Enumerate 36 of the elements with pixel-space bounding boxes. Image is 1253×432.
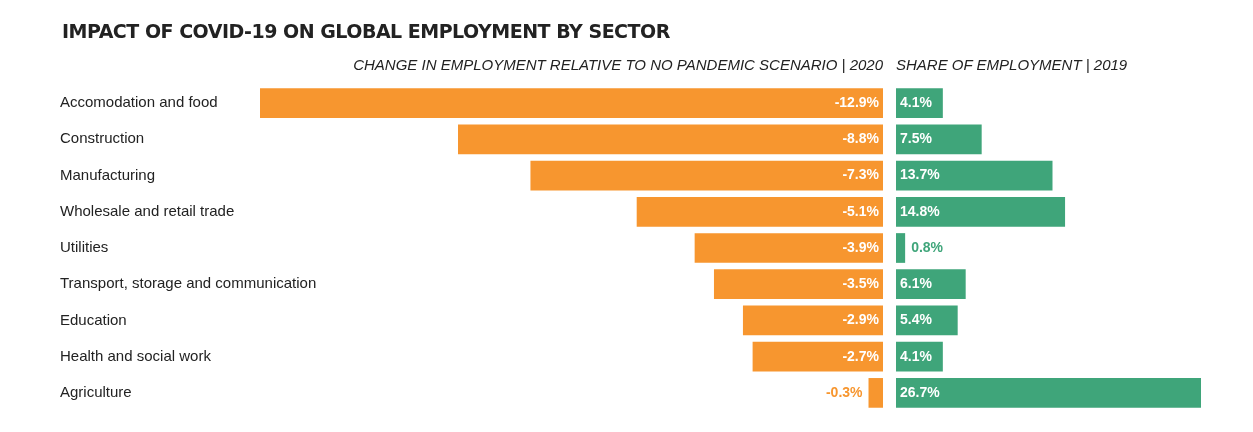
chart-title: IMPACT OF COVID-19 ON GLOBAL EMPLOYMENT BY SECTOR	[62, 20, 670, 42]
data-label: -0.3%	[825, 383, 864, 400]
data-label: 13.7%	[900, 166, 941, 183]
data-label: 6.1%	[900, 275, 933, 292]
bar	[896, 378, 1201, 408]
data-label: 4.1%	[900, 347, 933, 364]
y-tick-label: Transport, storage and communication	[60, 274, 317, 292]
data-label: -3.9%	[842, 238, 880, 255]
data-label: -7.3%	[842, 166, 880, 183]
bar	[896, 233, 906, 263]
data-label: -12.9%	[834, 93, 880, 110]
bar	[896, 124, 982, 155]
y-tick-label: Accomodation and food	[60, 93, 218, 111]
bar	[896, 160, 1053, 191]
y-tick-label: Utilities	[60, 238, 109, 256]
data-label: -2.7%	[842, 347, 880, 364]
data-label: 4.1%	[900, 93, 933, 110]
data-label: 5.4%	[900, 311, 933, 328]
chart-subtitle: SHARE OF EMPLOYMENT | 2019	[896, 56, 1128, 74]
chart-subtitle: CHANGE IN EMPLOYMENT RELATIVE TO NO PANDEMIC SCENARIO | 2020	[353, 56, 884, 74]
y-tick-label: Manufacturing	[60, 165, 156, 183]
bar	[896, 196, 1066, 227]
data-label: 26.7%	[900, 383, 941, 400]
data-label: 0.8%	[911, 238, 944, 255]
y-tick-label: Wholesale and retail trade	[60, 201, 235, 219]
y-tick-label: Education	[60, 310, 127, 328]
y-tick-label: Health and social work	[60, 346, 212, 364]
data-label: 7.5%	[900, 130, 933, 147]
data-label: -8.8%	[842, 130, 880, 147]
data-label: -5.1%	[842, 202, 880, 219]
data-label: -2.9%	[842, 311, 880, 328]
y-tick-label: Construction	[60, 129, 145, 147]
y-tick-label: Agriculture	[60, 383, 132, 401]
data-label: 14.8%	[900, 202, 941, 219]
data-label: -3.5%	[842, 275, 880, 292]
bar	[896, 269, 966, 300]
